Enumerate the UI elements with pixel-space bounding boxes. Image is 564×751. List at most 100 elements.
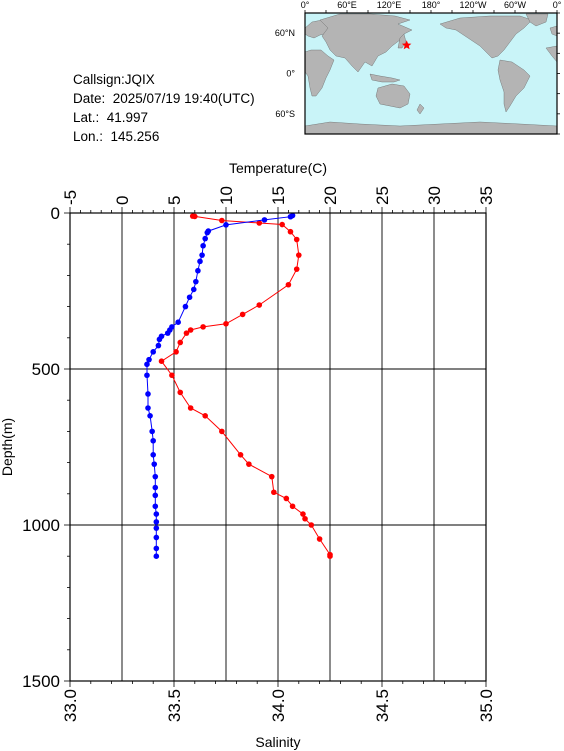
data-point xyxy=(144,372,150,379)
data-point xyxy=(151,461,158,467)
map-lon-label: 0° xyxy=(301,0,310,10)
data-point xyxy=(237,452,244,458)
top-tick-label: 10 xyxy=(217,186,236,205)
data-point xyxy=(223,222,229,228)
land-north-america xyxy=(439,15,533,59)
map-lat-labels: 60°N 0° 60°S xyxy=(275,28,296,119)
map-lat-label: 60°S xyxy=(275,109,295,119)
data-point xyxy=(193,278,199,285)
top-tick-label: 0 xyxy=(113,196,132,205)
land-indonesia xyxy=(369,73,401,83)
data-point xyxy=(153,534,160,541)
top-axis-title: Temperature(C) xyxy=(229,160,327,176)
top-tick-label: 25 xyxy=(373,186,392,205)
data-point xyxy=(152,492,159,499)
data-point xyxy=(202,413,208,419)
data-point xyxy=(190,286,197,293)
data-point xyxy=(187,327,194,333)
data-point xyxy=(149,428,155,435)
data-point xyxy=(327,551,333,558)
map-lon-labels: 0° 60°E 120°E 180° 120°W 60°W 0° xyxy=(301,0,562,10)
data-point xyxy=(153,525,160,531)
map-lon-label: 60°W xyxy=(504,0,527,10)
data-point xyxy=(153,519,160,525)
land-africa xyxy=(304,49,335,97)
data-point xyxy=(144,361,150,368)
map-lon-label: 60°E xyxy=(337,0,357,10)
data-point xyxy=(152,473,159,480)
data-point xyxy=(308,522,315,528)
chart-ticks xyxy=(64,207,487,687)
data-point xyxy=(164,330,171,336)
data-point xyxy=(152,503,159,510)
data-point xyxy=(287,228,294,235)
bottom-tick-label: 35.0 xyxy=(477,689,496,722)
bottom-tick-labels: 33.0 33.5 34.0 34.5 35.0 xyxy=(61,689,496,722)
land-greenland xyxy=(525,13,549,27)
left-tick-label: 500 xyxy=(32,360,60,379)
data-point xyxy=(155,342,162,349)
data-point xyxy=(177,389,184,396)
top-tick-label: 35 xyxy=(477,186,496,205)
data-point xyxy=(150,349,156,355)
map-lon-label: 180° xyxy=(422,0,441,10)
station-marker xyxy=(401,40,412,50)
y-axis-title: Depth(m) xyxy=(0,418,15,476)
data-point xyxy=(153,545,160,552)
series-line xyxy=(146,215,293,557)
bottom-tick-label: 34.0 xyxy=(269,689,288,722)
world-map: 0° 60°E 120°E 180° 120°W 60°W 0° 60°N 0° 60°S xyxy=(275,0,562,135)
data-point xyxy=(296,252,302,258)
data-point xyxy=(223,320,229,327)
data-point xyxy=(289,503,296,510)
top-tick-label: 30 xyxy=(425,186,444,205)
data-point xyxy=(293,266,300,272)
data-point xyxy=(279,221,285,228)
data-point xyxy=(147,413,153,419)
data-point xyxy=(153,553,160,559)
data-point xyxy=(327,553,333,559)
data-point xyxy=(256,302,263,308)
left-tick-labels: 0 500 1000 1500 xyxy=(22,204,60,691)
data-point xyxy=(183,330,190,336)
data-point xyxy=(200,324,206,330)
data-point xyxy=(173,349,179,355)
data-point xyxy=(150,437,156,444)
data-point xyxy=(289,212,296,219)
data-point xyxy=(285,281,292,288)
land-australia xyxy=(375,83,411,109)
bottom-tick-label: 34.5 xyxy=(373,689,392,722)
data-point xyxy=(271,489,277,496)
data-point xyxy=(145,391,151,397)
data-point xyxy=(189,213,196,219)
date-text: Date: 2025/07/19 19:40(UTC) xyxy=(73,91,255,106)
data-point xyxy=(283,495,290,502)
bottom-tick-label: 33.5 xyxy=(165,689,184,722)
data-point xyxy=(268,473,275,480)
station-info: Callsign:JQIX Date: 2025/07/19 19:40(UTC… xyxy=(73,70,255,146)
data-point xyxy=(302,515,308,522)
land-new-zealand xyxy=(416,103,425,115)
data-point xyxy=(187,405,194,411)
land-south-america xyxy=(497,59,531,113)
map-land xyxy=(304,13,558,135)
data-point xyxy=(150,452,156,458)
data-point xyxy=(202,235,208,242)
data-point xyxy=(153,511,160,517)
data-point xyxy=(195,267,201,274)
top-tick-label: 5 xyxy=(165,196,184,205)
data-point xyxy=(300,511,306,517)
data-point xyxy=(293,236,300,243)
data-point xyxy=(246,461,252,467)
map-ticks xyxy=(304,10,560,135)
data-point xyxy=(192,213,198,220)
left-tick-label: 1500 xyxy=(22,672,60,691)
map-lon-label: 120°E xyxy=(377,0,402,10)
data-point xyxy=(158,333,165,340)
chart-grid xyxy=(69,212,487,682)
data-point xyxy=(175,319,181,326)
data-point xyxy=(156,336,163,343)
chart-series xyxy=(144,212,333,559)
station-star-icon xyxy=(401,40,412,50)
land-asia xyxy=(319,13,413,73)
